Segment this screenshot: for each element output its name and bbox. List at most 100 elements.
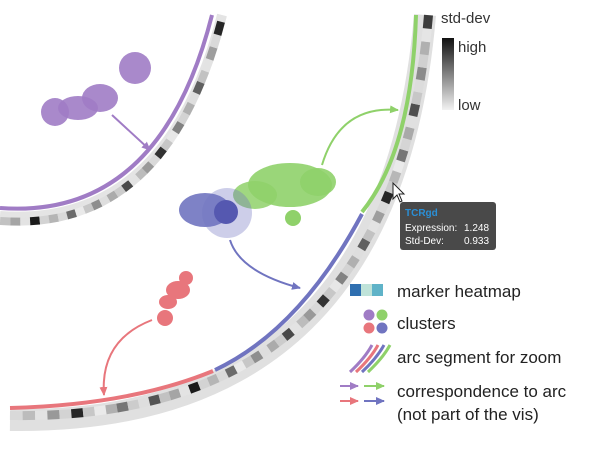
heatmap-cell <box>20 217 31 226</box>
heatmap-cell <box>91 199 103 211</box>
heatmap-cell <box>59 409 72 419</box>
heatmap-cell <box>57 211 69 222</box>
heatmap-cell <box>206 373 220 387</box>
heatmap-cell <box>274 333 288 347</box>
heatmap-cell <box>141 161 155 174</box>
heatmap-cell <box>47 410 60 420</box>
heatmap-cell <box>281 327 295 341</box>
heatmap-cell <box>74 206 86 217</box>
outer-arc-heatmap <box>9 14 433 421</box>
legend-correspondence-swatch <box>340 382 385 405</box>
red-arc-segment[interactable] <box>9 369 214 410</box>
green-correspondence-arrow <box>321 105 399 166</box>
std-dev-low-label: low <box>458 97 481 114</box>
std-dev-high-label: high <box>458 39 486 56</box>
heatmap-cell <box>258 345 272 359</box>
heatmap-cell <box>419 41 431 56</box>
red-cluster[interactable] <box>157 271 193 326</box>
heatmap-cell <box>188 381 201 394</box>
heatmap-cell <box>116 401 129 413</box>
legend-arc-segment-label: arc segment for zoom <box>397 348 561 367</box>
heatmap-cell <box>105 403 118 415</box>
heatmap-cell <box>372 210 385 224</box>
green-arc-segment[interactable] <box>360 14 418 214</box>
blue-arc-segment[interactable] <box>214 213 364 372</box>
green-cluster[interactable] <box>233 163 336 226</box>
heatmap-cell <box>35 410 48 420</box>
std-dev-gradient <box>442 38 454 110</box>
heatmap-cell <box>205 46 218 61</box>
heatmap-cell <box>148 154 161 167</box>
heatmap-cell <box>82 406 96 418</box>
purple-correspondence-arrow <box>111 114 151 151</box>
legend-correspondence-label: correspondence to arc <box>397 382 567 401</box>
heatmap-cell <box>329 279 343 293</box>
legend-clusters-label: clusters <box>397 314 456 333</box>
heatmap-cell <box>421 28 432 43</box>
heatmap-cell <box>137 397 151 409</box>
heatmap-cell <box>399 137 412 152</box>
heatmap-cell <box>158 391 172 404</box>
heatmap-cell <box>213 20 225 36</box>
heatmap-cell <box>362 228 376 243</box>
heatmap-cell <box>296 315 310 329</box>
blue-correspondence-arrow <box>229 239 301 290</box>
heatmap-cell <box>415 66 427 81</box>
heatmap-cell <box>182 101 195 116</box>
heatmap-cell <box>316 294 330 308</box>
heatmap-cell <box>233 360 247 374</box>
heatmap-cell <box>10 217 21 226</box>
purple-cluster[interactable] <box>41 52 151 126</box>
heatmap-cell <box>197 377 211 390</box>
heatmap-cell <box>127 399 140 411</box>
heatmap-cell <box>177 111 190 125</box>
heatmap-cell <box>22 410 36 421</box>
heatmap-cell <box>346 255 360 269</box>
heatmap-cell <box>168 388 182 401</box>
heatmap-cell <box>215 369 229 382</box>
heatmap-cell <box>114 185 126 198</box>
tooltip-stddev-label: Std-Dev: <box>405 236 444 247</box>
heatmap-cell <box>380 190 394 205</box>
heatmap-cell <box>178 385 192 397</box>
heatmap-cell <box>392 159 405 174</box>
heatmap-cell <box>323 286 337 301</box>
std-dev-title: std-dev <box>441 10 491 27</box>
heatmap-cell <box>357 237 371 252</box>
mouse-cursor-icon <box>392 181 406 203</box>
blue-cluster[interactable] <box>179 188 252 238</box>
heatmap-cell <box>71 408 84 419</box>
heatmap-cell <box>135 168 148 181</box>
tooltip-gene-name: TCRgd <box>405 208 438 219</box>
heatmap-cell <box>389 170 402 184</box>
heatmap-cell <box>29 216 41 226</box>
legend-marker-heatmap-label: marker heatmap <box>397 282 521 301</box>
heatmap-cell <box>121 180 134 192</box>
tooltip-expression-label: Expression: <box>405 223 457 234</box>
heatmap-cell <box>166 129 179 143</box>
heatmap-cell <box>154 146 167 160</box>
tooltip-stddev-value: 0.933 <box>464 236 489 247</box>
red-correspondence-arrow <box>99 319 153 396</box>
heatmap-cell <box>197 69 210 84</box>
heatmap-cell <box>396 148 409 163</box>
heatmap-cell <box>405 115 418 129</box>
heatmap-cell <box>341 263 355 277</box>
heatmap-cell <box>417 54 429 69</box>
legend-marker-heatmap-swatch <box>350 284 383 296</box>
heatmap-cell <box>310 301 324 315</box>
heatmap-cell <box>422 14 433 29</box>
heatmap-cell <box>289 321 303 335</box>
heatmap-cell <box>66 209 77 220</box>
heatmap-cell <box>303 308 317 322</box>
heatmap-cell <box>352 246 366 260</box>
legend-clusters-swatch <box>363 309 388 334</box>
heatmap-cell <box>82 203 95 214</box>
heatmap-cell <box>98 195 111 207</box>
purple-arc-segment[interactable] <box>0 14 214 211</box>
heatmap-cell <box>411 91 423 106</box>
heatmap-cell <box>209 33 222 49</box>
heatmap-cell <box>413 79 425 93</box>
heatmap-cell <box>160 138 173 152</box>
